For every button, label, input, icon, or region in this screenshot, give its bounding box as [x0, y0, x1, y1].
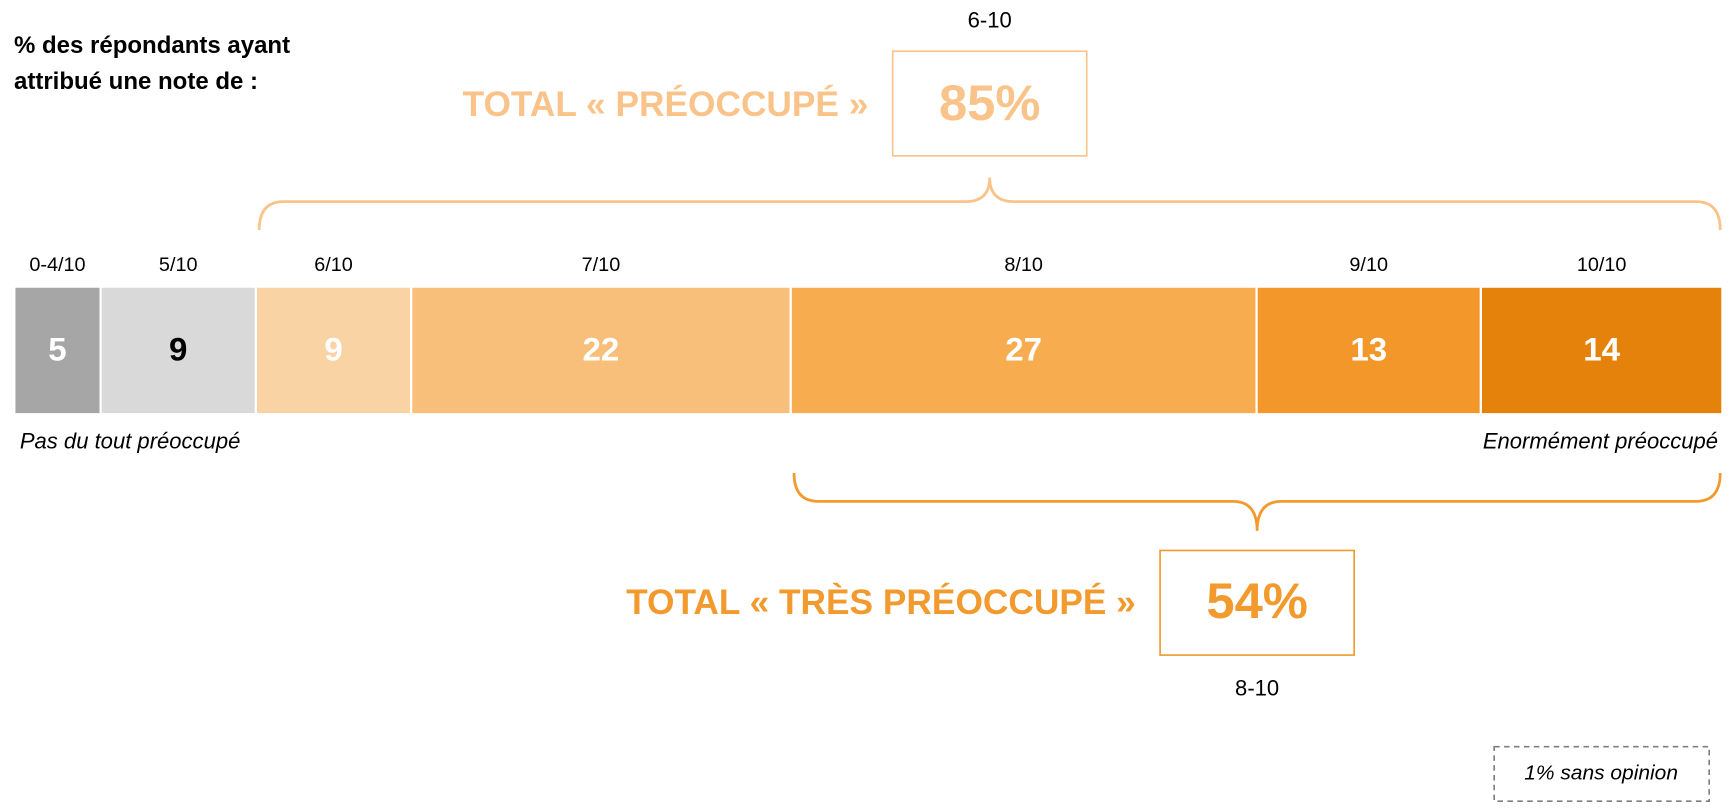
- total-range: 6-10: [968, 8, 1012, 33]
- chart-body: 5 0-4/10 9 5/10 9 6/10 22 7/10 27 8/10 13 9/10 14 10/…: [13, 8, 1724, 802]
- total-range: 8-10: [1235, 676, 1279, 701]
- value-label: 5: [48, 331, 66, 368]
- total-box: [891, 50, 1088, 157]
- value-label: 14: [1583, 331, 1620, 368]
- total-box: [1159, 549, 1355, 656]
- value-label: 9: [169, 331, 187, 368]
- total-value: 85%: [939, 74, 1041, 131]
- category-label: 9/10: [1349, 254, 1388, 276]
- value-label: 9: [324, 331, 342, 368]
- category-label: 0-4/10: [29, 254, 85, 276]
- bar-segment: [13, 285, 102, 416]
- bar-segment: [789, 285, 1258, 416]
- brace: [792, 473, 1722, 531]
- value-label: 22: [583, 331, 620, 368]
- bar-segment: [1479, 285, 1724, 416]
- left-label: Pas du tout préoccupé: [20, 428, 240, 453]
- value-label: 13: [1350, 331, 1387, 368]
- bar-segment: [410, 285, 792, 416]
- bar-segment: [1255, 285, 1482, 416]
- note-box: [1493, 745, 1711, 802]
- right-label: Enormément préoccupé: [1483, 428, 1718, 453]
- total-label: TOTAL « PRÉOCCUPÉ »: [463, 84, 869, 124]
- category-label: 8/10: [1004, 254, 1043, 276]
- note: 1% sans opinion: [1524, 761, 1678, 784]
- category-label: 7/10: [582, 254, 621, 276]
- category-label: 5/10: [159, 254, 198, 276]
- total-label: TOTAL « TRÈS PRÉOCCUPÉ »: [626, 582, 1136, 622]
- brace: [257, 177, 1722, 231]
- total-value: 54%: [1206, 572, 1308, 629]
- value-label: 27: [1005, 331, 1042, 368]
- category-label: 10/10: [1577, 254, 1627, 276]
- category-label: 6/10: [314, 254, 353, 276]
- chart-title: % des répondants ayant attribué une note…: [14, 32, 291, 95]
